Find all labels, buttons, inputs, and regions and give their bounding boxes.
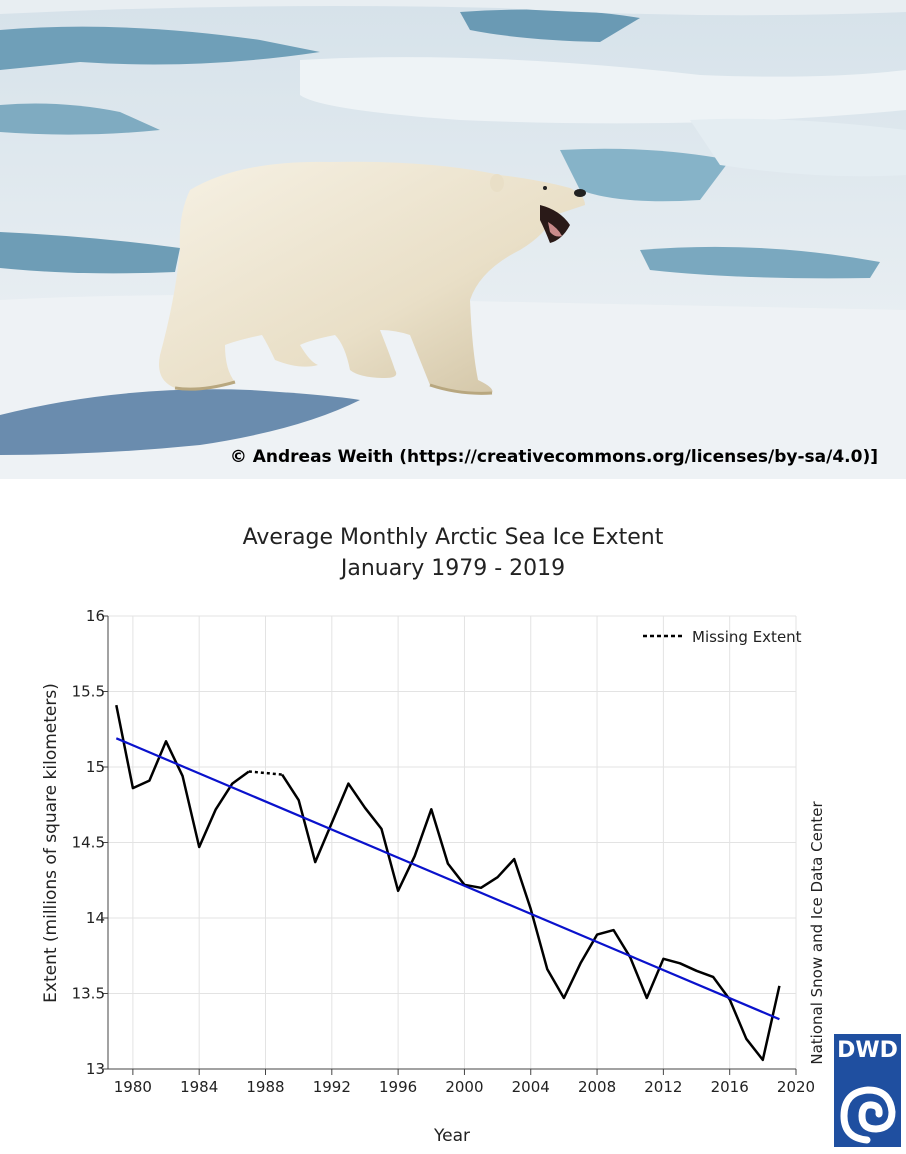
trend-line bbox=[115, 737, 780, 1021]
polar-bear-photo bbox=[0, 0, 906, 479]
x-tick-label: 2000 bbox=[445, 1078, 483, 1096]
dwd-swirl-icon bbox=[840, 1086, 896, 1144]
photo-credit: © Andreas Weith (https://creativecommons… bbox=[229, 447, 878, 467]
y-tick-label: 15 bbox=[86, 758, 105, 776]
x-tick-label: 1992 bbox=[313, 1078, 351, 1096]
x-tick-label: 1984 bbox=[180, 1078, 218, 1096]
dwd-logo: DWD bbox=[834, 1034, 901, 1147]
y-axis-label: Extent (millions of square kilometers) bbox=[41, 683, 61, 1003]
legend-label: Missing Extent bbox=[692, 628, 802, 646]
x-tick-label: 1980 bbox=[114, 1078, 152, 1096]
chart-title: Average Monthly Arctic Sea Ice Extent bbox=[242, 525, 664, 550]
chart-subtitle: January 1979 - 2019 bbox=[340, 556, 566, 581]
x-axis-label: Year bbox=[433, 1126, 470, 1146]
y-tick-label: 15.5 bbox=[72, 683, 105, 701]
y-tick-label: 13.5 bbox=[72, 985, 105, 1003]
x-tick-label: 2004 bbox=[512, 1078, 550, 1096]
x-tick-label: 2008 bbox=[578, 1078, 616, 1096]
dwd-logo-text: DWD bbox=[837, 1038, 898, 1063]
x-tick-label: 2016 bbox=[711, 1078, 749, 1096]
extent-line-0 bbox=[115, 704, 250, 849]
data-source-label: National Snow and Ice Data Center bbox=[808, 801, 826, 1065]
y-tick-label: 14 bbox=[86, 909, 105, 927]
y-tick-label: 13 bbox=[86, 1060, 105, 1078]
x-tick-label: 2012 bbox=[644, 1078, 682, 1096]
extent-line-2 bbox=[281, 773, 781, 1062]
x-tick-label: 1996 bbox=[379, 1078, 417, 1096]
x-tick-label: 1988 bbox=[246, 1078, 284, 1096]
x-tick-label: 2020 bbox=[777, 1078, 815, 1096]
y-tick-label: 16 bbox=[86, 607, 105, 625]
y-tick-label: 14.5 bbox=[72, 834, 105, 852]
